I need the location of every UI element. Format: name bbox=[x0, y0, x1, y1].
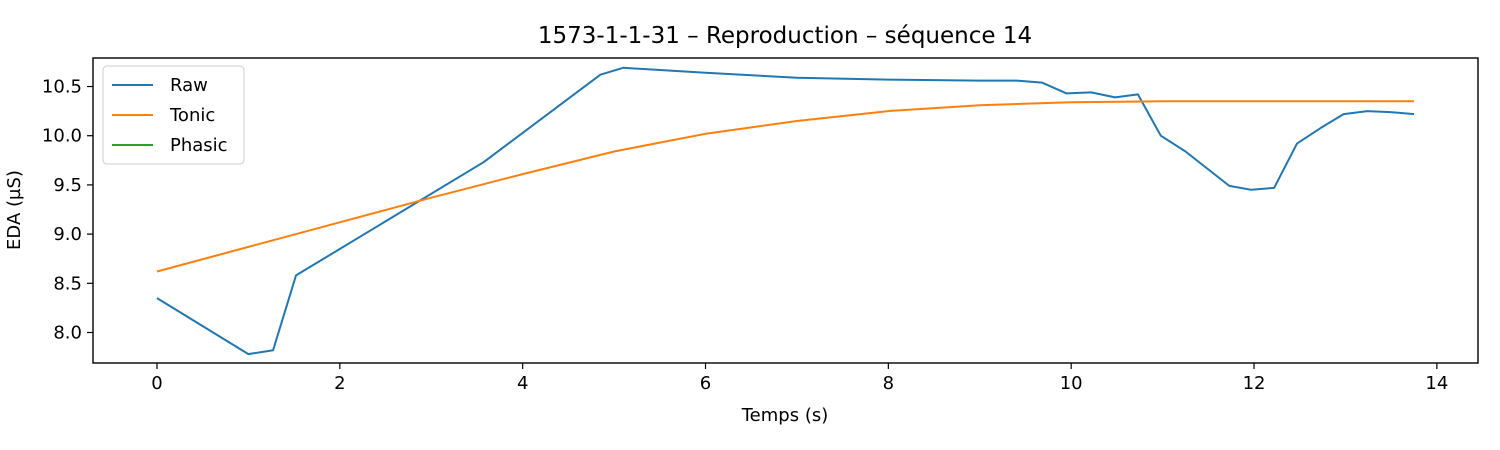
x-tick-label: 4 bbox=[517, 373, 528, 394]
x-tick-label: 14 bbox=[1425, 373, 1448, 394]
x-tick-label: 0 bbox=[151, 373, 162, 394]
x-tick-label: 6 bbox=[700, 373, 711, 394]
chart-title: 1573-1-1-31 – Reproduction – séquence 14 bbox=[538, 23, 1032, 49]
series-line-raw bbox=[156, 66, 1415, 356]
plot-frame bbox=[92, 57, 1479, 364]
legend-label-phasic: Phasic bbox=[170, 135, 228, 156]
y-axis: 8.0 8.5 9.0 9.5 10.0 10.5 bbox=[42, 77, 93, 344]
legend-box bbox=[102, 65, 245, 165]
y-tick-label: 9.5 bbox=[53, 175, 82, 196]
x-axis: 0 2 4 6 8 10 12 14 bbox=[151, 363, 1448, 394]
y-tick-label: 10.5 bbox=[42, 77, 82, 98]
x-axis-label: Temps (s) bbox=[741, 405, 829, 426]
y-tick-label: 8.5 bbox=[53, 273, 82, 294]
y-tick-label: 8.0 bbox=[53, 323, 82, 344]
x-tick-label: 10 bbox=[1060, 373, 1083, 394]
series-line-tonic bbox=[156, 100, 1414, 273]
x-tick-label: 12 bbox=[1243, 373, 1266, 394]
legend-label-tonic: Tonic bbox=[169, 105, 215, 126]
y-tick-label: 10.0 bbox=[42, 126, 82, 147]
legend-label-raw: Raw bbox=[170, 75, 208, 96]
x-tick-label: 8 bbox=[883, 373, 894, 394]
legend: Raw Tonic Phasic bbox=[102, 65, 245, 165]
y-tick-label: 9.0 bbox=[53, 224, 82, 245]
y-axis-label: EDA (µS) bbox=[4, 170, 25, 250]
x-tick-label: 2 bbox=[334, 373, 345, 394]
plot-lines bbox=[156, 66, 1415, 356]
